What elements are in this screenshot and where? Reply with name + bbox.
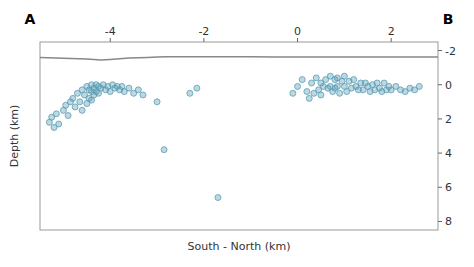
scatter-point: [334, 83, 340, 89]
tick-label: 2: [388, 25, 395, 38]
scatter-point: [299, 77, 305, 83]
scatter-point: [313, 75, 319, 81]
scatter-point: [161, 147, 167, 153]
tick-label: 4: [445, 147, 452, 160]
scatter-point: [351, 77, 357, 83]
tick-label: 6: [445, 181, 452, 194]
scatter-point: [140, 92, 146, 98]
tick-label: 0: [445, 79, 452, 92]
tick-label: 8: [445, 215, 452, 228]
tick-mark: [438, 187, 442, 188]
tick-mark: [110, 38, 111, 42]
tick-mark: [438, 118, 442, 119]
tick-mark: [438, 50, 442, 51]
scatter-point: [416, 83, 422, 89]
scatter-point: [70, 95, 76, 101]
scatter-point: [309, 80, 315, 86]
tick-mark: [438, 221, 442, 222]
tick-mark: [297, 38, 298, 42]
tick-mark: [203, 38, 204, 42]
scatter-point: [53, 111, 59, 117]
scatter-point: [318, 92, 324, 98]
tick-label: -4: [105, 25, 116, 38]
scatter-point: [79, 107, 85, 113]
x-axis-label: South - North (km): [188, 240, 291, 253]
chart: -4 -2 0 2 -2 0 2 4 6 8 South - North (km) Depth (km…: [0, 0, 474, 267]
scatter-point: [187, 90, 193, 96]
scatter-point: [77, 99, 83, 105]
scatter-point: [215, 195, 221, 201]
tick-mark: [438, 84, 442, 85]
scatter-point: [56, 121, 62, 127]
scatter-point: [65, 112, 71, 118]
y-axis-label: Depth (km): [8, 105, 21, 168]
scatter-point: [154, 99, 160, 105]
scatter-point: [135, 87, 141, 93]
scatter-point: [290, 90, 296, 96]
scatter-point: [306, 95, 312, 101]
surface-line: [40, 57, 438, 60]
plot-area: [40, 57, 438, 201]
tick-mark: [438, 153, 442, 154]
tick-label: 0: [294, 25, 301, 38]
tick-label: -2: [198, 25, 209, 38]
scatter-point: [304, 89, 310, 95]
annotation: A: [25, 11, 36, 27]
plot-frame: [40, 42, 438, 230]
tick-mark: [391, 38, 392, 42]
tick-label: 2: [445, 113, 452, 126]
tick-label: -2: [445, 45, 456, 58]
scatter-point: [194, 85, 200, 91]
scatter-point: [341, 73, 347, 79]
scatter-point: [295, 83, 301, 89]
scatter-point: [72, 104, 78, 110]
scatter-point: [337, 90, 343, 96]
scatter-point: [126, 85, 132, 91]
annotation: B: [443, 11, 454, 27]
